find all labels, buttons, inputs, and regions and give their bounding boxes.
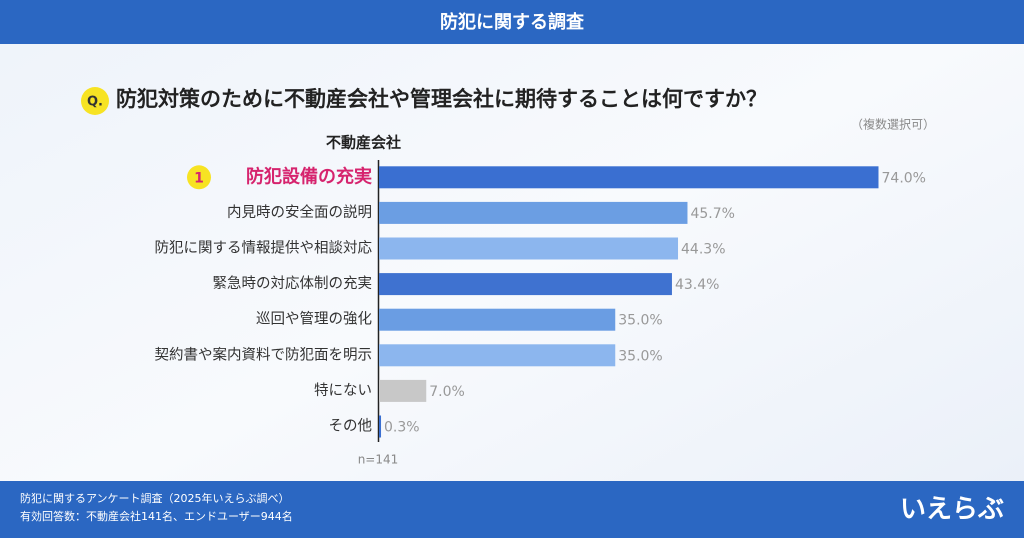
value-label: 43.4% (675, 277, 719, 293)
question-text: 防犯対策のために不動産会社や管理会社に期待することは何ですか？ (116, 87, 767, 111)
chart-title: 不動産会社 (326, 134, 401, 152)
category-label: その他 (329, 418, 373, 435)
value-label: 0.3% (384, 420, 420, 436)
question-note: （複数選択可） (851, 117, 935, 132)
header-title: 防犯に関する調査 (440, 11, 584, 33)
value-label: 35.0% (618, 313, 662, 329)
value-label: 44.3% (681, 242, 725, 258)
category-label: 巡回や管理の強化 (256, 311, 372, 328)
bar (379, 166, 879, 189)
category-label: 防犯に関する情報提供や相談対応 (155, 240, 373, 257)
header-bar (0, 0, 1024, 44)
bar (379, 308, 616, 331)
value-label: 74.0% (882, 170, 926, 186)
bar (379, 415, 382, 438)
sample-note: n=141 (358, 453, 399, 467)
footer-line: 有効回答数：不動産会社141名、エンドユーザー944名 (20, 509, 293, 523)
bar (379, 237, 679, 260)
category-label: 契約書や案内資料で防犯面を明示 (155, 345, 373, 363)
value-label: 7.0% (429, 384, 465, 400)
value-label: 45.7% (690, 206, 734, 222)
rank-badge-circle (187, 165, 211, 190)
footer-line: 防犯に関するアンケート調査（2025年いえらぶ調べ） (20, 491, 290, 505)
bar (379, 344, 616, 367)
footer-bar (0, 481, 1024, 538)
bar (379, 273, 672, 296)
bar (379, 379, 427, 402)
bar (379, 201, 688, 224)
category-label: 特にない (314, 382, 372, 399)
value-label: 35.0% (618, 348, 662, 364)
category-label: 内見時の安全面の説明 (227, 203, 372, 221)
rank-badge: 1 (194, 170, 204, 186)
question-badge: Q. (87, 95, 103, 110)
logo: いえらぶ (900, 495, 1004, 525)
category-label: 緊急時の対応体制の充実 (213, 275, 373, 292)
question-badge-circle (81, 87, 109, 115)
category-label: 防犯設備の充実 (246, 165, 372, 187)
